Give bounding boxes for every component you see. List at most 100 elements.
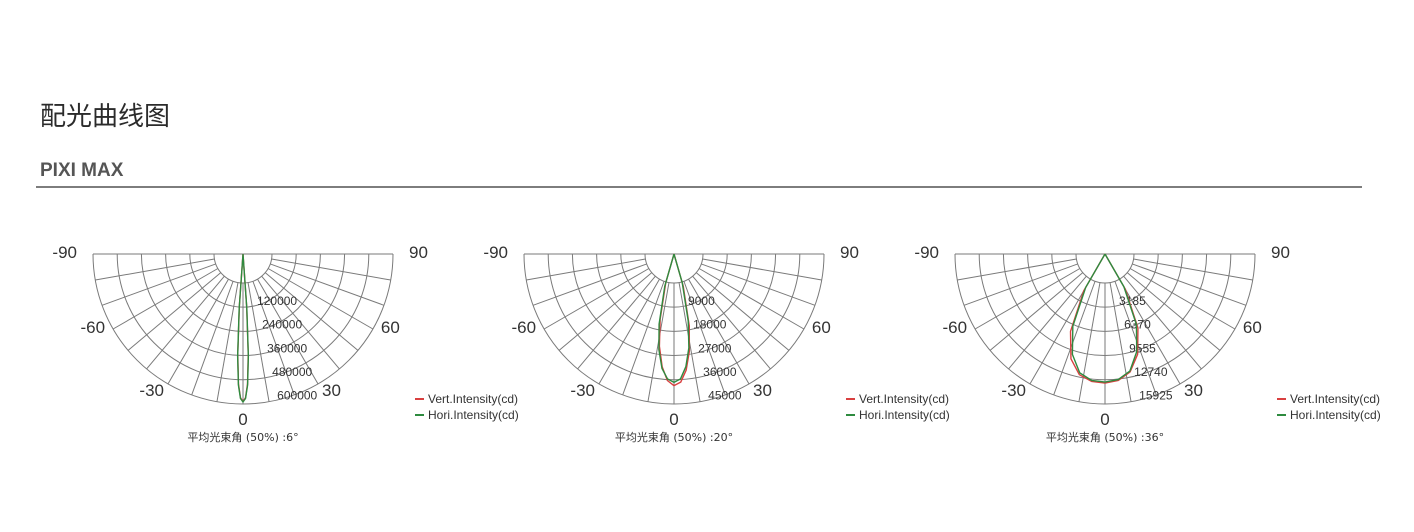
angle-label: 0 (238, 410, 247, 429)
radial-tick-label: 45000 (708, 389, 742, 403)
grid-spoke (247, 282, 270, 402)
grid-spoke (1109, 282, 1132, 402)
legend-label: Vert.Intensity(cd) (859, 392, 950, 406)
grid-spoke (267, 268, 374, 330)
angle-label: 30 (1184, 381, 1203, 400)
legend-entry: Hori.Intensity(cd) (1277, 407, 1381, 423)
legend-label: Hori.Intensity(cd) (428, 408, 519, 422)
angle-label: -60 (943, 318, 968, 337)
grid-spoke (526, 258, 646, 281)
legend-swatch (1277, 414, 1286, 416)
radial-tick-label: 12740 (1134, 365, 1168, 379)
radial-tick-label: 9000 (688, 294, 715, 308)
grid-spoke (532, 263, 647, 306)
grid-spoke (622, 281, 665, 396)
legend: Vert.Intensity(cd) Hori.Intensity(cd) (1277, 391, 1381, 423)
polar-grid (954, 253, 1256, 405)
grid-spoke (702, 258, 822, 281)
grid-spoke (957, 258, 1077, 281)
angle-label: -90 (483, 243, 508, 262)
angle-label: -30 (570, 381, 595, 400)
grid-spoke (191, 281, 234, 396)
grid-spoke (101, 263, 216, 306)
legend-entry: Vert.Intensity(cd) (1277, 391, 1381, 407)
grid-spoke (1123, 275, 1202, 370)
polar-chart-svg: 120000 240000 360000 480000 600000 -90 -60 -30 0… (52, 243, 428, 429)
grid-spoke (1078, 282, 1101, 402)
legend-swatch (846, 414, 855, 416)
hori-intensity-curve (658, 253, 690, 384)
legend-entry: Hori.Intensity(cd) (415, 407, 519, 423)
vert-intensity-curve (1069, 253, 1139, 384)
radial-tick-label: 120000 (257, 294, 297, 308)
grid-spoke (95, 258, 215, 281)
legend-entry: Vert.Intensity(cd) (846, 391, 950, 407)
grid-spoke (543, 268, 650, 330)
grid-spoke (963, 263, 1078, 306)
hori-intensity-curve (236, 253, 250, 403)
grid-spoke (112, 268, 219, 330)
grid-spoke (261, 275, 340, 370)
grid-spoke (167, 278, 229, 385)
grid-spoke (270, 263, 385, 306)
radial-tick-label: 480000 (272, 365, 312, 379)
radial-tick-label: 9555 (1129, 341, 1156, 355)
grid-spoke (558, 272, 653, 351)
legend: Vert.Intensity(cd) Hori.Intensity(cd) (846, 391, 950, 423)
legend-label: Vert.Intensity(cd) (1290, 392, 1381, 406)
legend-entry: Vert.Intensity(cd) (415, 391, 519, 407)
legend-label: Hori.Intensity(cd) (1290, 408, 1381, 422)
grid-spoke (701, 263, 816, 306)
polar-chart-1: 120000 240000 360000 480000 600000 -90 -60 -30 0… (52, 240, 518, 454)
legend-label: Hori.Intensity(cd) (859, 408, 950, 422)
angle-label: 0 (669, 410, 678, 429)
grid-spoke (216, 282, 239, 402)
angle-label: 30 (322, 381, 341, 400)
polar-grid (92, 253, 394, 405)
hori-intensity-curve (1071, 253, 1138, 383)
grid-spoke (974, 268, 1081, 330)
angle-label: 60 (1243, 318, 1262, 337)
legend-swatch (415, 414, 424, 416)
grid-spoke (683, 281, 726, 396)
grid-spoke (1114, 281, 1157, 396)
radial-tick-label: 240000 (262, 318, 302, 332)
angle-label: 0 (1100, 410, 1109, 429)
beam-angle-caption: 平均光束角 (50%) :6° (187, 431, 299, 444)
grid-spoke (989, 272, 1084, 351)
legend-label: Vert.Intensity(cd) (428, 392, 519, 406)
polar-chart-2: 9000 18000 27000 36000 45000 -90 -60 -30 0 30 60 90… (483, 240, 949, 454)
polar-chart-svg: 9000 18000 27000 36000 45000 -90 -60 -30 0 30 60 90 (483, 243, 859, 429)
grid-spoke (577, 275, 656, 370)
angle-label: -30 (1001, 381, 1026, 400)
section-title: PIXI MAX (40, 160, 124, 181)
grid-spoke (1029, 278, 1091, 385)
grid-spoke (264, 272, 359, 351)
grid-spoke (695, 272, 790, 351)
radial-tick-label: 18000 (693, 318, 727, 332)
grid-spoke (146, 275, 225, 370)
grid-ring (644, 253, 704, 284)
radial-tick-label: 36000 (703, 365, 737, 379)
angle-label: 30 (753, 381, 772, 400)
grid-spoke (1129, 268, 1236, 330)
legend-entry: Hori.Intensity(cd) (846, 407, 950, 423)
angle-label: 90 (409, 243, 428, 262)
grid-spoke (257, 278, 319, 385)
grid-spoke (598, 278, 660, 385)
grid-spoke (252, 281, 295, 396)
grid-spoke (271, 258, 391, 281)
grid-spoke (698, 268, 805, 330)
polar-chart-3: 3185 6370 9555 12740 15925 -90 -60 -30 0 30 60 90 V… (914, 240, 1380, 454)
angle-label: -60 (512, 318, 537, 337)
polar-grid (523, 253, 825, 405)
grid-spoke (1053, 281, 1096, 396)
angle-label: 90 (840, 243, 859, 262)
beam-angle-caption: 平均光束角 (50%) :36° (1045, 431, 1165, 444)
angle-label: -90 (914, 243, 939, 262)
grid-spoke (1126, 272, 1221, 351)
grid-spoke (1133, 258, 1253, 281)
grid-spoke (1008, 275, 1087, 370)
grid-spoke (127, 272, 222, 351)
